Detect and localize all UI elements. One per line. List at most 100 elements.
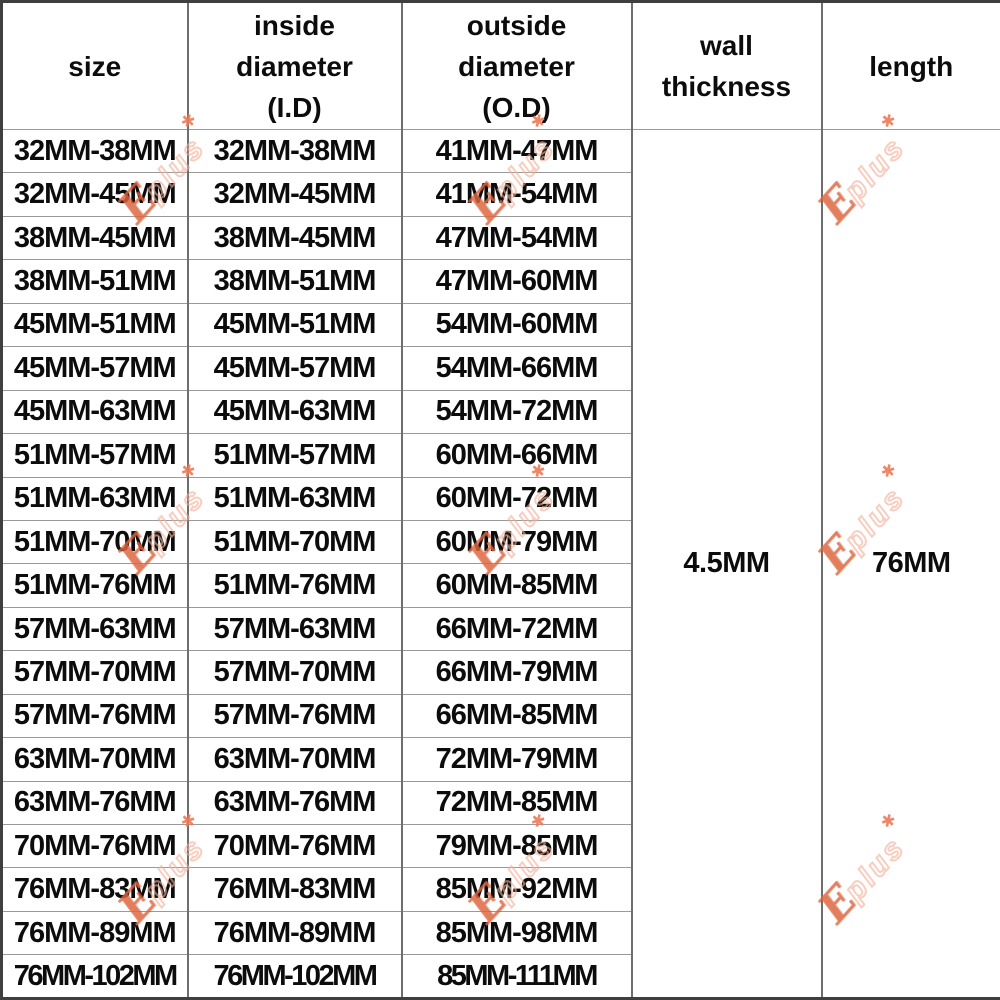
column-header-size: size	[0, 1, 189, 130]
size-cell: 57MM-63MM	[0, 606, 189, 652]
header-label: (O.D)	[482, 91, 551, 123]
outside-diameter-cell: 66MM-85MM	[400, 693, 633, 739]
table-row: 76MM-89MM 76MM-89MM 85MM-98MM	[0, 910, 1000, 956]
outside-diameter-cell: 54MM-66MM	[400, 346, 633, 391]
size-cell: 57MM-70MM	[0, 650, 189, 695]
size-cell: 51MM-57MM	[0, 433, 189, 478]
outside-diameter-cell: 85MM-111MM	[400, 954, 633, 999]
outside-diameter-cell: 47MM-54MM	[400, 215, 633, 261]
outside-diameter-cell: 60MM-79MM	[400, 519, 633, 565]
table-row: 38MM-51MM 38MM-51MM 47MM-60MM	[0, 259, 1000, 304]
header-label: size	[68, 50, 122, 82]
inside-diameter-cell: 51MM-63MM	[186, 476, 403, 521]
inside-diameter-cell: 51MM-57MM	[186, 433, 403, 478]
inside-diameter-cell: 76MM-89MM	[186, 910, 403, 956]
table-row: 45MM-63MM 45MM-63MM 54MM-72MM	[0, 389, 1000, 435]
size-cell: 51MM-76MM	[0, 563, 189, 608]
table-row: 63MM-76MM 63MM-76MM 72MM-85MM	[0, 780, 1000, 826]
table-row: 51MM-70MM 51MM-70MM 60MM-79MM	[0, 519, 1000, 565]
size-cell: 57MM-76MM	[0, 693, 189, 739]
table-row: 57MM-76MM 57MM-76MM 66MM-85MM	[0, 693, 1000, 739]
inside-diameter-cell: 76MM-83MM	[186, 867, 403, 912]
outside-diameter-cell: 85MM-98MM	[400, 910, 633, 956]
size-cell: 76MM-102MM	[0, 954, 189, 999]
header-label: diameter	[458, 50, 575, 82]
table-row: 57MM-70MM 57MM-70MM 66MM-79MM	[0, 650, 1000, 695]
size-cell: 32MM-38MM	[0, 128, 189, 174]
inside-diameter-cell: 57MM-76MM	[186, 693, 403, 739]
header-label: length	[869, 50, 954, 82]
outside-diameter-cell: 60MM-66MM	[400, 433, 633, 478]
outside-diameter-cell: 54MM-60MM	[400, 302, 633, 348]
table-row: 32MM-45MM 32MM-45MM 41MM-54MM	[0, 172, 1000, 217]
table-row: 63MM-70MM 63MM-70MM 72MM-79MM	[0, 737, 1000, 782]
size-cell: 51MM-63MM	[0, 476, 189, 521]
column-header-wall-thickness: wall thickness	[630, 1, 823, 130]
inside-diameter-cell: 45MM-51MM	[186, 302, 403, 348]
outside-diameter-cell: 72MM-85MM	[400, 780, 633, 826]
outside-diameter-cell: 85MM-92MM	[400, 867, 633, 912]
inside-diameter-cell: 70MM-76MM	[186, 823, 403, 869]
wall-thickness-cell: 4.5MM	[630, 129, 823, 999]
table-body: 32MM-38MM 32MM-38MM 41MM-47MM 4.5MM 76MM 32MM…	[0, 128, 1000, 999]
header-row: size inside diameter (I.D) outside diame…	[0, 1, 1000, 130]
size-cell: 63MM-70MM	[0, 737, 189, 782]
outside-diameter-cell: 41MM-47MM	[400, 128, 633, 174]
table-row: 76MM-102MM 76MM-102MM 85MM-111MM	[0, 954, 1000, 999]
inside-diameter-cell: 57MM-70MM	[186, 650, 403, 695]
inside-diameter-cell: 76MM-102MM	[186, 954, 403, 999]
column-header-inside-diameter: inside diameter (I.D)	[186, 1, 403, 130]
header-label: thickness	[661, 71, 792, 102]
inside-diameter-cell: 45MM-63MM	[186, 389, 403, 435]
inside-diameter-cell: 38MM-51MM	[186, 259, 403, 304]
header-label: outside	[466, 9, 567, 41]
outside-diameter-cell: 79MM-85MM	[400, 823, 633, 869]
size-cell: 63MM-76MM	[0, 780, 189, 826]
outside-diameter-cell: 72MM-79MM	[400, 737, 633, 782]
size-cell: 45MM-51MM	[0, 302, 189, 348]
size-cell: 32MM-45MM	[0, 172, 189, 217]
inside-diameter-cell: 51MM-70MM	[186, 519, 403, 565]
header-label: (I.D)	[267, 91, 322, 123]
inside-diameter-cell: 32MM-38MM	[186, 128, 403, 174]
size-cell: 76MM-83MM	[0, 867, 189, 912]
table-row: 32MM-38MM 32MM-38MM 41MM-47MM 4.5MM 76MM	[0, 128, 1000, 999]
column-header-outside-diameter: outside diameter (O.D)	[400, 1, 633, 130]
inside-diameter-cell: 63MM-70MM	[186, 737, 403, 782]
size-cell: 38MM-51MM	[0, 259, 189, 304]
outside-diameter-cell: 47MM-60MM	[400, 259, 633, 304]
inside-diameter-cell: 45MM-57MM	[186, 346, 403, 391]
outside-diameter-cell: 60MM-85MM	[400, 563, 633, 608]
outside-diameter-cell: 60MM-72MM	[400, 476, 633, 521]
size-cell: 38MM-45MM	[0, 215, 189, 261]
outside-diameter-cell: 66MM-72MM	[400, 606, 633, 652]
size-cell: 51MM-70MM	[0, 519, 189, 565]
table-row: 45MM-51MM 45MM-51MM 54MM-60MM	[0, 302, 1000, 348]
table-row: 51MM-57MM 51MM-57MM 60MM-66MM	[0, 433, 1000, 478]
header-label: diameter	[236, 50, 353, 82]
length-cell: 76MM	[820, 129, 1000, 999]
table-row: 38MM-45MM 38MM-45MM 47MM-54MM	[0, 215, 1000, 261]
table-row: 51MM-63MM 51MM-63MM 60MM-72MM	[0, 476, 1000, 521]
table-row: 57MM-63MM 57MM-63MM 66MM-72MM	[0, 606, 1000, 652]
table-row: 70MM-76MM 70MM-76MM 79MM-85MM	[0, 823, 1000, 869]
header-label: wall	[700, 30, 753, 61]
inside-diameter-cell: 38MM-45MM	[186, 215, 403, 261]
size-cell: 76MM-89MM	[0, 910, 189, 956]
header-label: inside	[254, 9, 335, 41]
column-header-length: length	[820, 1, 1000, 130]
table-header: size inside diameter (I.D) outside diame…	[0, 1, 1000, 130]
inside-diameter-cell: 32MM-45MM	[186, 172, 403, 217]
outside-diameter-cell: 41MM-54MM	[400, 172, 633, 217]
size-cell: 70MM-76MM	[0, 823, 189, 869]
inside-diameter-cell: 63MM-76MM	[186, 780, 403, 826]
size-cell: 45MM-57MM	[0, 346, 189, 391]
table-row: 45MM-57MM 45MM-57MM 54MM-66MM	[0, 346, 1000, 391]
inside-diameter-cell: 57MM-63MM	[186, 606, 403, 652]
outside-diameter-cell: 54MM-72MM	[400, 389, 633, 435]
outside-diameter-cell: 66MM-79MM	[400, 650, 633, 695]
size-cell: 45MM-63MM	[0, 389, 189, 435]
inside-diameter-cell: 51MM-76MM	[186, 563, 403, 608]
